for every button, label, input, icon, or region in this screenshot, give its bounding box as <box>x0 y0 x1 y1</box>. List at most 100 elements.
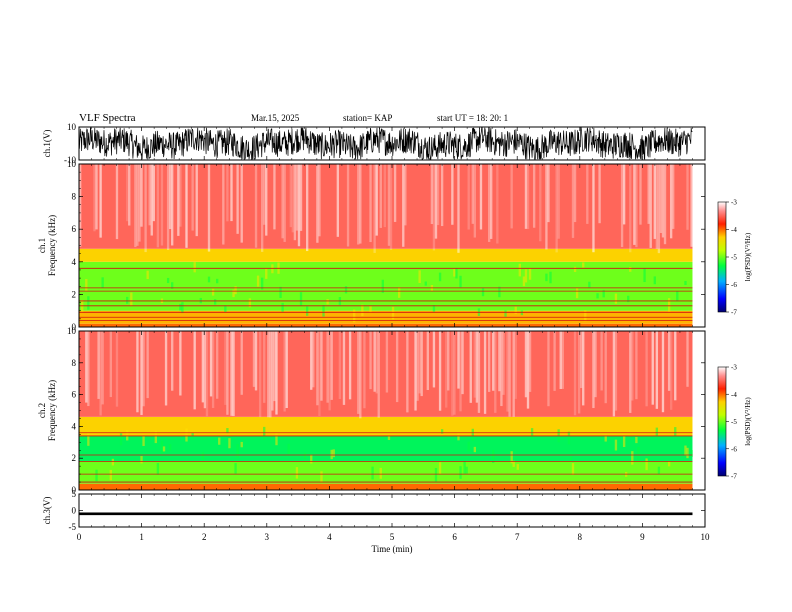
ch2-spectrogram-speckle <box>647 453 650 460</box>
ch2-spectrogram-column-streak <box>171 331 174 391</box>
ch1-spectrogram-speckle <box>438 272 442 282</box>
ch1-spectrogram-speckle <box>498 286 501 298</box>
ch1-spectrogram-column-streak <box>573 164 577 223</box>
ch2-spectrogram-column-streak <box>669 331 673 410</box>
x-axis-tick-label: 7 <box>515 532 520 542</box>
ch2-spectrogram-speckle <box>637 446 640 461</box>
ch2-spectrogram-column-streak <box>263 331 266 403</box>
ch1-spectrogram-column-streak <box>496 164 499 244</box>
ch1-spectrogram-column-streak <box>524 164 528 229</box>
ch2-spectrogram-column-streak <box>209 331 213 397</box>
ch1-spectrogram-speckle <box>459 275 462 288</box>
ch2-spectrogram-column-streak <box>275 331 278 415</box>
ch1-spectrogram-speckle <box>361 304 364 317</box>
ch1-spectrogram-speckle <box>130 292 133 306</box>
ch2-spectrogram-column-streak <box>320 331 323 401</box>
ch2-spectrogram-column-streak <box>395 331 399 403</box>
x-axis-tick-label: 2 <box>202 532 207 542</box>
ch1-spectrogram-speckle <box>481 288 485 297</box>
ch1-spectrogram-column-streak <box>126 164 129 222</box>
ch2-spectrogram-speckle <box>95 469 98 482</box>
ch1-spectrogram-speckle <box>179 303 182 311</box>
ch1-spectrogram-speckle <box>596 293 599 299</box>
ch2-spectrogram-speckle <box>310 454 313 464</box>
ch2-spectrogram-column-streak <box>414 331 417 411</box>
ch1-spectrogram-speckle <box>126 296 129 304</box>
ch2-spectrogram-speckle <box>434 467 438 482</box>
ch2-spectrogram-column-streak <box>142 331 145 407</box>
ch2-spectrogram-column-streak <box>109 331 113 398</box>
ch1-spectrogram-column-streak <box>571 164 575 238</box>
ch2-spectrogram-speckle <box>471 428 474 441</box>
ch2-spectrogram-column-streak <box>506 331 509 412</box>
ch1-spectrogram-speckle <box>602 289 605 298</box>
ch2-spectrogram-speckle <box>657 466 661 475</box>
ch2-spectrogram-speckle <box>218 437 221 445</box>
ch2-spectrogram-column-streak <box>635 331 638 400</box>
ch1-spectrogram-speckle <box>326 299 329 305</box>
ch2-spectrogram-speckle <box>686 447 689 459</box>
ch2-spectrogram-column-streak <box>475 331 479 403</box>
ch2-spectrogram-column-streak <box>97 331 100 399</box>
ch3-waveform-ytick-label: -5 <box>69 522 77 532</box>
ch2-spectrogram-speckle <box>690 450 693 457</box>
ch1-spectrogram-column-streak <box>404 164 407 226</box>
ch1-spectrogram-column-streak <box>598 164 601 224</box>
ch2-spectrogram-column-streak <box>469 331 472 403</box>
ch1-spectrogram-column-streak <box>555 164 558 253</box>
station-label: station= KAP <box>343 113 393 123</box>
ch1-spectrogram-speckle <box>232 289 235 298</box>
ch2-spectrogram-speckle <box>459 466 462 479</box>
ch1-spectrogram-column-streak <box>263 164 266 225</box>
ch1-spectrogram-speckle <box>455 268 458 279</box>
x-axis-tick-label: 8 <box>578 532 583 542</box>
ch1-spectrogram-speckle <box>260 277 264 290</box>
ch1-spectrogram-column-streak <box>152 164 155 222</box>
ch2-spectrogram-ylabel: Frequency (kHz) <box>47 380 57 441</box>
ch1-spectrogram-column-streak <box>672 164 675 229</box>
ch1-spectrogram-speckle <box>248 298 252 308</box>
ch1-spectrogram-speckle <box>667 298 671 312</box>
ch1-spectrogram-column-streak <box>532 164 536 228</box>
ch1-spectrogram-column-streak <box>95 164 98 230</box>
ch1-spectrogram-column-streak <box>383 164 387 228</box>
ch1-spectrogram-speckle <box>353 309 356 323</box>
ch1-spectrogram-column-streak <box>592 164 595 253</box>
ch1-spectrogram-column-streak <box>115 164 119 240</box>
ch3-waveform-ytick-label: 0 <box>72 506 77 516</box>
ch2-spectrogram-speckle <box>567 431 571 445</box>
ch2-spectrogram-column-streak <box>594 331 597 398</box>
ch2-spectrogram-column-streak <box>226 331 229 415</box>
ch2-spectrogram-speckle <box>226 428 229 434</box>
ch2-spectrogram-column-streak <box>369 331 372 390</box>
ch2-spectrogram-column-streak <box>453 331 456 415</box>
ch2-spectrogram-column-streak <box>612 331 616 417</box>
ch1-spectrogram-speckle <box>216 278 219 284</box>
ch2-spectrogram-speckle <box>142 435 145 447</box>
ch1-spectrogram-column-streak <box>299 164 303 231</box>
ch1-spectrogram-column-streak <box>622 164 626 225</box>
ch1-spectrogram-speckle <box>256 275 260 287</box>
ch1-spectrogram-column-streak <box>659 164 663 234</box>
ch2-spectrogram-column-streak <box>614 331 618 411</box>
ch1-spectrogram-column-streak <box>230 164 233 222</box>
ch1-spectrogram-speckle <box>211 288 215 296</box>
ch1-spectrogram-speckle <box>85 279 88 292</box>
ch1-spectrogram-speckle <box>684 280 687 286</box>
ch2-spectrogram-column-streak <box>193 331 196 410</box>
ch1-spectrogram-band <box>79 164 693 249</box>
ch2-spectrogram-column-streak <box>514 331 517 399</box>
ch1-spectrogram-column-streak <box>479 164 483 230</box>
ch2-spectrogram-speckle <box>236 444 239 458</box>
ch2-spectrogram-column-streak <box>377 331 380 418</box>
ch1-spectrogram-column-streak <box>79 164 82 247</box>
ch1-spectrogram-column-streak <box>226 164 229 222</box>
ch2-spectrogram-speckle <box>622 436 626 448</box>
ch1-spectrogram-speckle <box>504 310 507 317</box>
ch1-spectrogram-column-streak <box>539 164 542 242</box>
ch2-spectrogram-column-streak <box>216 331 219 399</box>
ch2-spectrogram-column-streak <box>205 331 209 417</box>
ch2-spectrogram-column-streak <box>526 331 530 409</box>
ch2-spectrogram-column-streak <box>418 331 421 394</box>
x-axis-tick-label: 0 <box>77 532 82 542</box>
